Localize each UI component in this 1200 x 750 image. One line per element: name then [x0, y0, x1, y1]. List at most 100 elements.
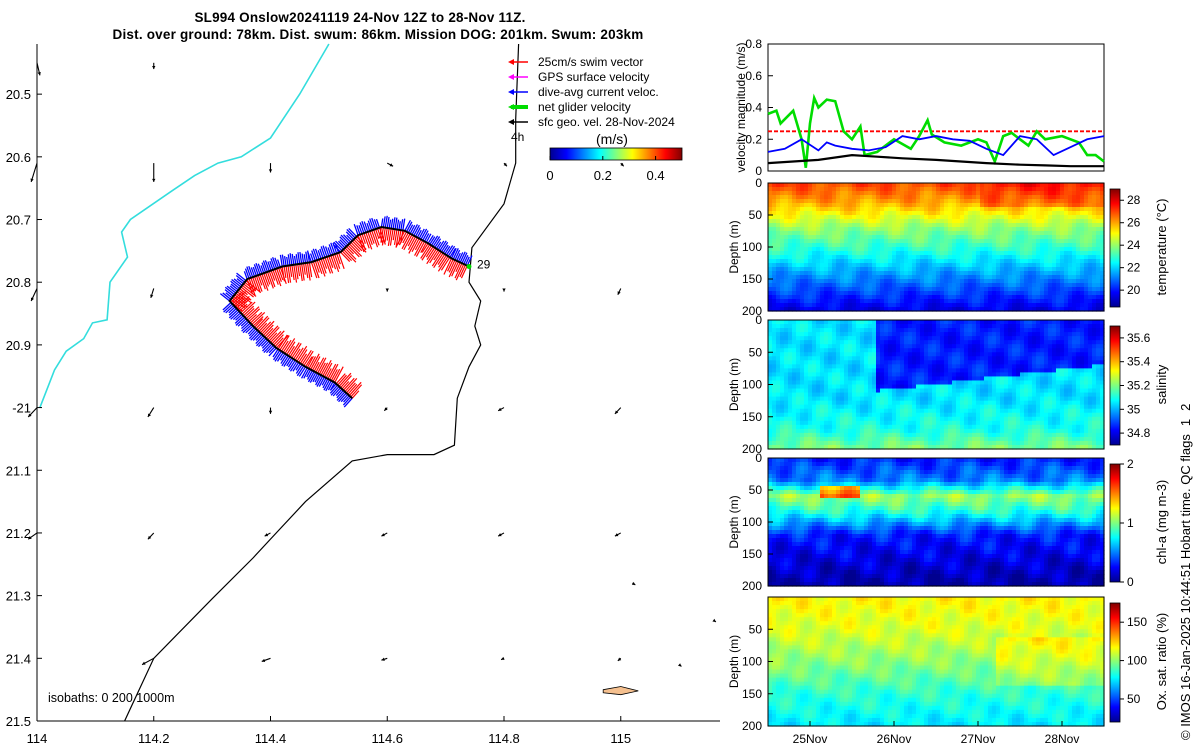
heatmap-cell — [1092, 191, 1097, 196]
heatmap-cell — [1032, 223, 1037, 228]
heatmap-cell — [876, 219, 881, 224]
heatmap-cell — [820, 295, 825, 300]
heatmap-cell — [952, 199, 957, 204]
heatmap-cell — [800, 397, 805, 402]
heatmap-cell — [776, 239, 781, 244]
heatmap-cell — [988, 211, 993, 216]
heatmap-cell — [1060, 291, 1065, 296]
swim-vector — [271, 331, 281, 342]
heatmap-cell — [964, 283, 969, 288]
geo-vector-head — [269, 169, 272, 172]
heatmap-cell — [808, 295, 813, 300]
heatmap-cell — [824, 380, 829, 385]
heatmap-cell — [804, 223, 809, 228]
heatmap-cell — [824, 332, 829, 337]
heatmap-cell — [920, 340, 925, 345]
heatmap-cell — [820, 235, 825, 240]
heatmap-cell — [952, 336, 957, 341]
heatmap-cell — [928, 389, 933, 394]
heatmap-cell — [948, 437, 953, 442]
heatmap-cell — [1036, 235, 1041, 240]
heatmap-cell — [900, 433, 905, 438]
heatmap-cell — [1052, 211, 1057, 216]
heatmap-cell — [828, 207, 833, 212]
heatmap-cell — [904, 368, 909, 373]
heatmap-cell — [960, 287, 965, 292]
heatmap-cell — [892, 239, 897, 244]
heatmap-cell — [1044, 299, 1049, 304]
heatmap-cell — [896, 417, 901, 422]
heatmap-cell — [916, 344, 921, 349]
heatmap-cell — [768, 433, 773, 438]
heatmap-cell — [852, 187, 857, 192]
heatmap-cell — [1040, 211, 1045, 216]
heatmap-cell — [912, 263, 917, 268]
heatmap-cell — [860, 421, 865, 426]
heatmap-cell — [936, 425, 941, 430]
heatmap-cell — [932, 328, 937, 333]
heatmap-cell — [944, 360, 949, 365]
heatmap-cell — [840, 243, 845, 248]
heatmap-cell — [976, 441, 981, 446]
heatmap-cell — [832, 376, 837, 381]
heatmap-cell — [860, 429, 865, 434]
heatmap-cell — [1060, 207, 1065, 212]
heatmap-cell — [908, 336, 913, 341]
heatmap-cell — [1056, 279, 1061, 284]
heatmap-cell — [864, 324, 869, 329]
heatmap-cell — [968, 223, 973, 228]
heatmap-cell — [856, 344, 861, 349]
heatmap-cell — [812, 433, 817, 438]
heatmap-cell — [836, 425, 841, 430]
heatmap-cell — [1000, 231, 1005, 236]
heatmap-cell — [1056, 287, 1061, 292]
heatmap-cell — [1036, 287, 1041, 292]
heatmap-cell — [832, 207, 837, 212]
heatmap-cell — [956, 239, 961, 244]
heatmap-cell — [1092, 283, 1097, 288]
heatmap-cell — [896, 255, 901, 260]
heatmap-cell — [772, 368, 777, 373]
heatmap-cell — [1008, 267, 1013, 272]
heatmap-cell — [972, 417, 977, 422]
heatmap-cell — [908, 271, 913, 276]
heatmap-cell — [892, 393, 897, 398]
heatmap-cell — [816, 243, 821, 248]
heatmap-cell — [836, 203, 841, 208]
heatmap-cell — [944, 368, 949, 373]
heatmap-cell — [848, 259, 853, 264]
heatmap-cell — [968, 340, 973, 345]
heatmap-cell — [1044, 183, 1049, 188]
heatmap-cell — [976, 344, 981, 349]
heatmap-cell — [996, 203, 1001, 208]
heatmap-cell — [908, 417, 913, 422]
heatmap-cell — [768, 219, 773, 224]
heatmap-cell — [908, 393, 913, 398]
heatmap-cell — [1056, 267, 1061, 272]
heatmap-cell — [928, 183, 933, 188]
heatmap-cell — [944, 223, 949, 228]
heatmap-cell — [872, 332, 877, 337]
heatmap-cell — [800, 303, 805, 308]
heatmap-cell — [920, 324, 925, 329]
heatmap-cell — [924, 425, 929, 430]
current-vector — [387, 217, 389, 228]
heatmap-cell — [888, 275, 893, 280]
heatmap-cell — [912, 356, 917, 361]
heatmap-cell — [952, 227, 957, 232]
heatmap-cell — [1080, 295, 1085, 300]
heatmap-cell — [1044, 203, 1049, 208]
heatmap-cell — [1068, 187, 1073, 192]
heatmap-cell — [788, 380, 793, 385]
heatmap-cell — [856, 219, 861, 224]
heatmap-cell — [972, 409, 977, 414]
heatmap-cell — [892, 397, 897, 402]
heatmap-cell — [964, 191, 969, 196]
heatmap-cell — [956, 417, 961, 422]
swim-vector — [311, 354, 319, 370]
heatmap-cell — [812, 295, 817, 300]
heatmap-cell — [844, 433, 849, 438]
heatmap-cell — [924, 279, 929, 284]
heatmap-cell — [800, 421, 805, 426]
heatmap-cell — [796, 380, 801, 385]
